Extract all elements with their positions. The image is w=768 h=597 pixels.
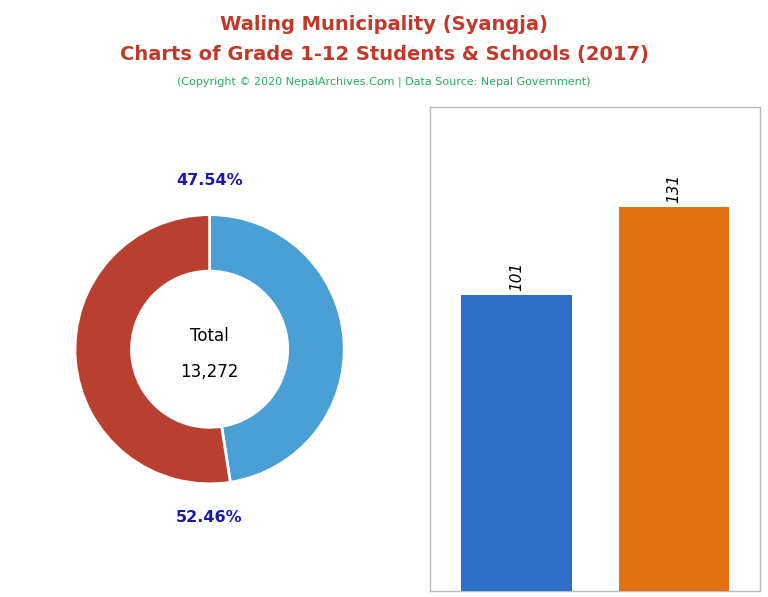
Text: Total: Total — [190, 327, 229, 345]
Text: 13,272: 13,272 — [180, 363, 239, 381]
Text: Charts of Grade 1-12 Students & Schools (2017): Charts of Grade 1-12 Students & Schools … — [120, 45, 648, 64]
Text: Waling Municipality (Syangja): Waling Municipality (Syangja) — [220, 15, 548, 34]
Wedge shape — [210, 215, 344, 482]
Text: 131: 131 — [667, 174, 681, 203]
Text: (Copyright © 2020 NepalArchives.Com | Data Source: Nepal Government): (Copyright © 2020 NepalArchives.Com | Da… — [177, 76, 591, 87]
Bar — [462, 295, 571, 591]
Bar — [619, 207, 729, 591]
Text: 52.46%: 52.46% — [177, 510, 243, 525]
Text: 47.54%: 47.54% — [177, 174, 243, 189]
Wedge shape — [75, 215, 230, 484]
Text: 101: 101 — [509, 261, 524, 291]
